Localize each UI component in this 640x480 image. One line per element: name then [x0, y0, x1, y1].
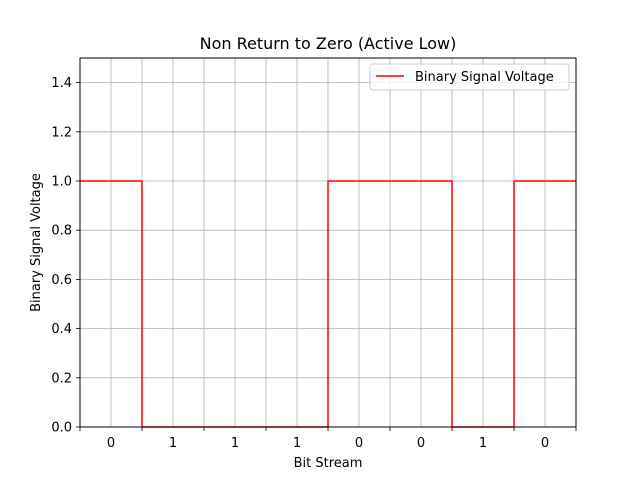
x-tick-label: 1 [231, 436, 239, 451]
y-tick-label: 0.6 [51, 273, 72, 288]
y-tick-label: 1.2 [51, 125, 72, 140]
y-tick-label: 0.4 [51, 322, 72, 337]
y-tick-label: 0.0 [51, 421, 72, 436]
y-axis-ticks: 0.0 0.2 0.4 0.6 0.8 1.0 1.2 1.4 [51, 76, 80, 436]
x-tick-label: 0 [417, 436, 425, 451]
x-tick-label: 1 [479, 436, 487, 451]
legend-label: Binary Signal Voltage [415, 70, 554, 85]
legend: Binary Signal Voltage [369, 63, 570, 91]
y-tick-label: 0.8 [51, 224, 72, 239]
x-tick-label: 1 [169, 436, 177, 451]
chart-title: Non Return to Zero (Active Low) [200, 34, 457, 53]
x-tick-label: 0 [107, 436, 115, 451]
x-tick-label: 0 [541, 436, 549, 451]
y-tick-label: 0.2 [51, 371, 72, 386]
legend-box [369, 63, 570, 91]
y-axis-title: Binary Signal Voltage [29, 173, 44, 312]
x-tick-label: 1 [293, 436, 301, 451]
y-tick-label: 1.4 [51, 76, 72, 91]
x-tick-label: 0 [355, 436, 363, 451]
x-axis-title: Bit Stream [294, 456, 363, 471]
x-axis-ticks: 0 1 1 1 0 0 1 0 [79, 427, 577, 451]
plot-area: 0 1 1 1 0 0 1 0 0.0 0.2 0.4 0.6 0.8 1.0 1.2 1.4 [51, 57, 577, 451]
y-tick-label: 1.0 [51, 175, 72, 190]
